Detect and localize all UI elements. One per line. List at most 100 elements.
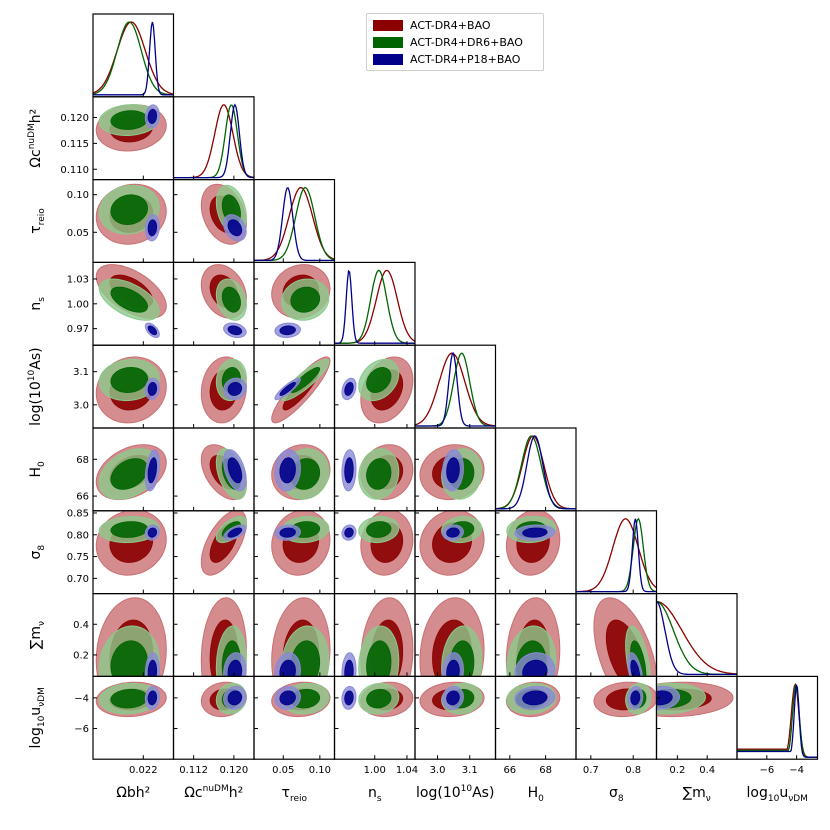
- x-tick-label-tau_reio: 0.10: [309, 765, 331, 776]
- pdf-sigma8-series-2: [576, 518, 657, 593]
- x-axis-label-sigma8-part: σ: [609, 785, 618, 801]
- x-axis-label-H0-part: 0: [538, 794, 544, 804]
- pdf-tau_reio-series-2: [254, 187, 335, 262]
- panel-H0-H0: [495, 435, 576, 510]
- contour-68-tau_reio-H0-series-2: [279, 457, 296, 484]
- contour-68-n_s-log_u-series-1: [366, 688, 392, 709]
- y-tick-label-sigma8: 0.70: [67, 574, 89, 585]
- x-tick-label-sigma8: 0.7: [583, 765, 599, 776]
- panel-tau_reio-tau_reio: [254, 186, 335, 262]
- y-tick-label-omega_cdm: 0.120: [60, 113, 89, 124]
- y-axis-label-omega_cdm-part: h²: [28, 109, 44, 124]
- panel-omega_b-omega_b: [93, 21, 174, 96]
- contour-68-omega_b-sum_mnu-series-2: [147, 659, 158, 677]
- contour-68-omega_b-sigma8-series-2: [147, 527, 158, 538]
- y-axis-label-logA-part: As): [28, 347, 44, 369]
- x-axis-label-omega_b: Ωbh²: [116, 785, 150, 801]
- contour-68-H0-sum_mnu-series-2: [522, 659, 548, 677]
- panel-tau_reio-logA: [271, 356, 331, 424]
- x-axis-label-logA-part: As): [472, 785, 494, 801]
- panel-log_u-log_u: [737, 682, 818, 758]
- x-axis-label-log_u: log10uνDM: [747, 785, 808, 804]
- x-tick-label-H0: 66: [503, 765, 516, 776]
- y-axis-label-sum_mnu-part: ν: [37, 621, 47, 626]
- y-tick-label-H0: 68: [76, 455, 89, 466]
- contour-68-n_s-sigma8-series-2: [344, 527, 354, 538]
- contour-68-H0-log_u-series-2: [522, 690, 548, 706]
- x-tick-label-log_u: −6: [759, 765, 774, 776]
- contour-68-omega_b-logA-series-1: [110, 366, 149, 394]
- panel-tau_reio-H0: [271, 444, 331, 501]
- pdf-sigma8-series-1: [576, 517, 657, 593]
- y-axis-label-log_u-part: log: [28, 727, 44, 748]
- y-tick-label-n_s: 1.00: [67, 299, 89, 310]
- contour-68-n_s-sum_mnu-series-2: [344, 659, 354, 677]
- y-axis-label-H0-part: H: [28, 467, 44, 478]
- panel-omega_b-sigma8: [95, 510, 167, 576]
- y-axis-label-H0-part: 0: [37, 461, 47, 467]
- contour-68-omega_cdm-n_s-series-1: [221, 286, 241, 313]
- contour-68-H0-sigma8-series-2: [522, 527, 548, 538]
- x-tick-label-logA: 3.0: [430, 765, 446, 776]
- x-axis-label-H0-part: H: [528, 785, 539, 801]
- contour-68-omega_cdm-H0-series-2: [227, 457, 243, 484]
- y-axis-label-omega_cdm-part: nuDM: [27, 123, 37, 149]
- panel-omega_cdm-n_s: [200, 264, 247, 338]
- y-axis-label-logA-part: 10: [27, 369, 37, 381]
- legend-label-act-dr4-bao: ACT-DR4+BAO: [410, 19, 491, 32]
- pdf-H0-series-1: [495, 435, 576, 510]
- panel-logA-log_u: [419, 681, 485, 718]
- panel-tau_reio-log_u: [271, 681, 331, 718]
- x-axis-label-log_u-part: u: [779, 785, 788, 801]
- panel-omega_b-logA: [95, 356, 167, 424]
- y-tick-label-sum_mnu: 0.4: [73, 620, 89, 631]
- y-tick-label-n_s: 1.03: [67, 274, 89, 285]
- panel-omega_b-log_u: [95, 681, 167, 718]
- panel-logA-sigma8: [419, 510, 485, 576]
- y-axis-label-logA-part: log(10: [28, 381, 44, 426]
- y-axis-label-n_s-part: n: [28, 302, 44, 311]
- y-tick-label-H0: 66: [76, 492, 89, 503]
- x-axis-label-tau_reio-part: reio: [290, 794, 308, 804]
- x-axis-label-sum_mnu: ∑mν: [683, 785, 711, 804]
- contour-68-omega_b-logA-series-2: [147, 382, 158, 396]
- panel-H0-log_u: [505, 681, 561, 718]
- x-tick-label-n_s: 1.00: [364, 765, 386, 776]
- panel-tau_reio-sum_mnu: [271, 597, 331, 677]
- x-axis-label-log_u-part: νDM: [788, 794, 808, 804]
- panel-omega_b-H0: [95, 444, 167, 501]
- contour-68-n_s-logA-series-2: [344, 382, 354, 396]
- contour-68-omega_b-log_u-series-1: [110, 688, 149, 709]
- contour-68-n_s-log_u-series-2: [344, 690, 354, 706]
- panel-sum_mnu-sum_mnu: [656, 600, 737, 676]
- contour-68-omega_cdm-sigma8-series-2: [227, 527, 243, 538]
- x-axis-label-tau_reio-part: τ: [282, 785, 290, 801]
- panel-logA-logA: [415, 352, 496, 427]
- pdf-sigma8-series-0: [576, 518, 657, 593]
- contour-68-tau_reio-log_u-series-2: [279, 690, 296, 706]
- x-tick-label-log_u: −4: [789, 765, 804, 776]
- pdf-log_u-series-2: [737, 684, 818, 758]
- x-tick-label-sigma8: 0.8: [625, 765, 641, 776]
- panel-sigma8-log_u: [593, 681, 657, 718]
- contour-68-logA-log_u-series-2: [446, 690, 460, 706]
- pdf-omega_cdm-series-0: [173, 104, 254, 179]
- x-tick-label-omega_cdm: 0.112: [179, 765, 208, 776]
- y-tick-label-sigma8: 0.75: [67, 552, 89, 563]
- y-tick-label-n_s: 0.97: [67, 324, 89, 335]
- panel-omega_cdm-logA: [200, 356, 247, 424]
- y-axis-label-omega_cdm-part: Ωc: [28, 149, 44, 167]
- panel-n_s-sum_mnu: [341, 597, 414, 677]
- panel-omega_b-omega_cdm: [95, 104, 167, 152]
- y-tick-label-omega_cdm: 0.110: [60, 165, 89, 176]
- y-tick-label-log_u: −6: [74, 724, 89, 735]
- x-axis-label-omega_cdm-part: h²: [229, 785, 244, 801]
- contour-68-sum_mnu-log_u-series-2: [656, 690, 673, 706]
- pdf-omega_cdm-series-2: [173, 103, 254, 179]
- x-axis-label-sigma8-part: 8: [618, 794, 624, 804]
- contour-68-omega_cdm-log_u-series-2: [227, 690, 243, 706]
- x-axis-label-tau_reio: τreio: [282, 785, 308, 804]
- y-axis-label-n_s: ns: [28, 297, 47, 311]
